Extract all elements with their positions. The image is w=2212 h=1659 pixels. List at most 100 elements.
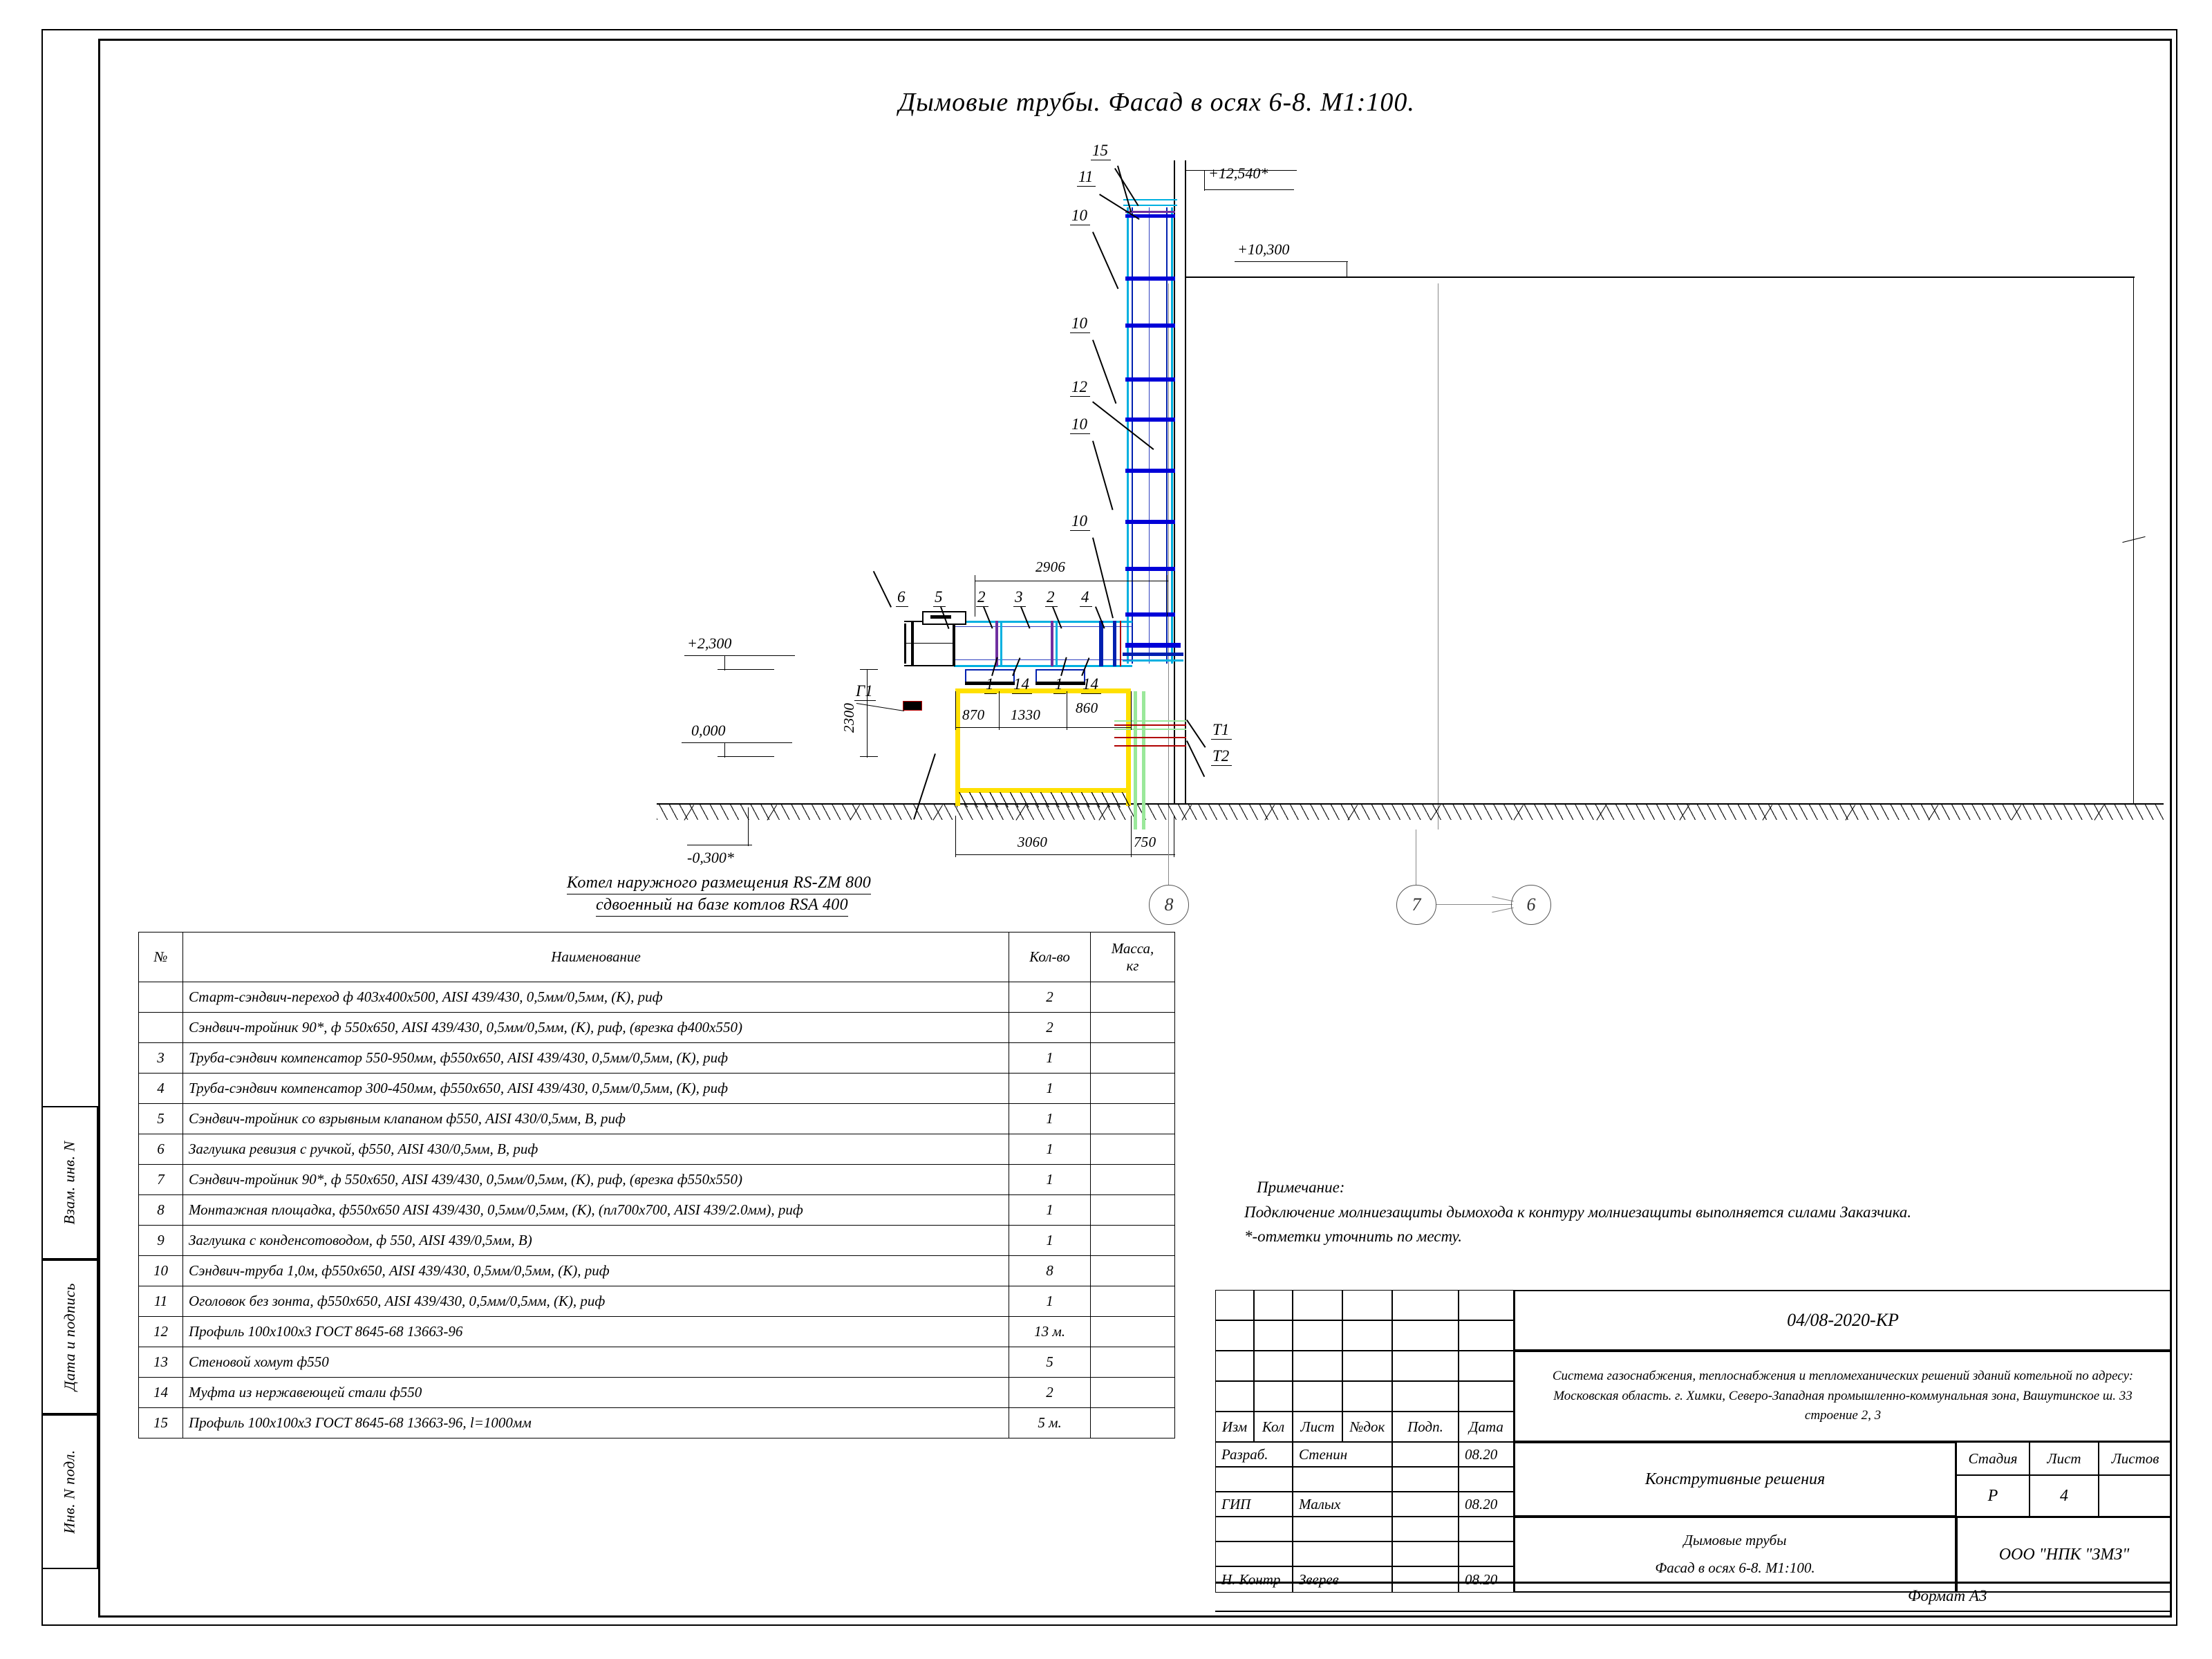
chimney-base-band [1123,653,1183,656]
stamp-vzam-inv-label: Взам. инв. N [61,1141,79,1225]
project-name: Система газоснабжения, теплоснабжения и … [1514,1351,2172,1442]
chimney-joint [1125,567,1175,571]
stage-value-listov [2099,1475,2172,1517]
sheet-title-line-1: Дымовые трубы [1683,1532,1787,1549]
chimney-right-inner [1166,207,1168,664]
spec-table-row: 7 Сэндвич-тройник 90*, ф 550х650, AISI 43… [138,1164,1175,1195]
callout-5: 5 [933,588,946,608]
chimney-joint [1125,324,1175,328]
chimney-joint [1125,612,1175,617]
rev-header-list: Лист [1293,1412,1342,1442]
callout-10-c: 10 [1070,415,1090,435]
sheet-title-line-2: Фасад в осях 6-8. М1:100. [1655,1559,1815,1576]
spec-table-row: 6 Заглушка ревизия с ручкой, ф550, AISI 4… [138,1134,1175,1165]
rev-cell [1293,1320,1342,1351]
pipe-green-1 [1134,691,1137,830]
flue-top-outer [954,621,1132,623]
stage-value-stadia: Р [1956,1475,2030,1517]
role-date-2: 08.20 [1459,1492,1514,1517]
note-heading: Примечание: [1257,1179,1345,1196]
rev-cell [1215,1381,1254,1412]
spec-cell-qty: 2 [1009,982,1091,1013]
flue-bottom-inner [954,659,1132,661]
spec-cell-name: Заглушка с конденсотоводом, ф 550, AISI … [182,1225,1010,1256]
axis-bubble-7: 7 [1396,885,1436,925]
role-date-3 [1459,1517,1514,1541]
elevation-label-12540: +12,540* [1208,165,1268,182]
elev-tick-0000 [724,742,726,758]
boiler-left-edge [955,688,960,806]
spec-cell-qty: 1 [1009,1225,1091,1256]
elev-tick-2300 [724,655,726,671]
spec-cell-name: Сэндвич-тройник 90*, ф 550х650, AISI 439… [182,1164,1010,1195]
spec-cell-name: Труба-сэндвич компенсатор 550-950мм, ф55… [182,1042,1010,1074]
margin-stamp-column: Взам. инв. N Дата и подпись Инв. N подл. [41,1106,98,1569]
spec-cell-qty: 13 м. [1009,1316,1091,1347]
spec-cell-num: 5 [138,1103,183,1134]
spec-cell-qty: 5 [1009,1347,1091,1378]
boiler-note-line2: сдвоенный на базе котлов RSA 400 [596,896,848,917]
rev-cell [1459,1290,1514,1320]
spec-cell-mass [1090,1103,1175,1134]
callout-10-a: 10 [1070,207,1090,226]
spec-table-row: 3 Труба-сэндвич компенсатор 550-950мм, ф5… [138,1042,1175,1074]
role-name-1 [1293,1467,1392,1492]
flue-compensator-edge [1113,621,1116,666]
chimney-left-inner [1132,207,1133,664]
explosion-valve-handle [930,615,951,619]
axis-label-7: 7 [1412,894,1421,915]
spec-header-qty: Кол-во [1009,932,1091,982]
chimney-left-outer [1127,207,1129,664]
flue-marker [1120,621,1121,666]
chimney-joint [1125,377,1175,382]
ground-hatching [657,805,2164,820]
dimension-3060: 3060 [1018,834,1048,850]
spec-cell-mass [1090,1286,1175,1317]
spec-cell-num: 7 [138,1164,183,1195]
spec-cell-mass [1090,1134,1175,1165]
rev-cell [1342,1381,1392,1412]
callout-10-d: 10 [1070,512,1090,532]
spec-cell-num: 4 [138,1073,183,1104]
rev-cell [1392,1320,1459,1351]
role-name-5: Зверев [1293,1566,1392,1593]
role-date-0: 08.20 [1459,1442,1514,1467]
spec-table-row: 13 Стеновой хомут ф550 5 [138,1347,1175,1378]
spec-cell-mass [1090,1225,1175,1256]
stamp-inv-podl: Инв. N подл. [41,1414,98,1569]
role-sign-0 [1392,1442,1459,1467]
rev-cell [1215,1320,1254,1351]
dimension-1330: 1330 [1011,706,1041,723]
stamp-date-sign: Дата и подпись [41,1259,98,1414]
spec-cell-qty: 8 [1009,1255,1091,1286]
spec-cell-name: Оголовок без зонта, ф550х650, AISI 439/4… [182,1286,1010,1317]
chimney-tee-joint [1125,643,1181,648]
spec-cell-num [138,1012,183,1043]
rev-cell [1459,1351,1514,1381]
role-label-5: Н. Контр [1215,1566,1293,1593]
flue-separator [1051,621,1053,666]
spec-cell-name: Старт-сэндвич-переход ф 403х400х500, AIS… [182,982,1010,1013]
spec-cell-qty: 5 м. [1009,1407,1091,1438]
role-name-2: Малых [1293,1492,1392,1517]
pipe-green-branch-1 [1114,720,1186,722]
note-block: Примечание: Подключение молниезащиты дым… [1244,1175,1911,1249]
rev-header-ndok: №док [1342,1412,1392,1442]
dim-ext-3060-left [955,816,957,857]
dim-line-bottom-row [955,727,1131,729]
flue-top-inner [954,626,1132,628]
note-line-1: Подключение молниезащиты дымохода к конт… [1244,1203,1912,1221]
specification-table: № Наименование Кол-во Масса, кг Старт-сэ… [138,932,1175,1438]
chimney-right-outer [1171,207,1173,664]
rev-cell [1392,1351,1459,1381]
spec-cell-num: 15 [138,1407,183,1438]
spec-cell-name: Стеновой хомут ф550 [182,1347,1010,1378]
stamp-date-sign-label: Дата и подпись [61,1283,78,1391]
elev-underline-12540 [1204,189,1294,191]
dim-line-2300 [867,669,868,758]
dimension-870: 870 [962,706,985,723]
dimension-2906: 2906 [1035,559,1066,575]
axis-bubble-6: 6 [1511,885,1551,925]
spec-table-row: 15 Профиль 100х100х3 ГОСТ 8645-68 13663-9… [138,1407,1175,1438]
spec-cell-qty: 1 [1009,1164,1091,1195]
